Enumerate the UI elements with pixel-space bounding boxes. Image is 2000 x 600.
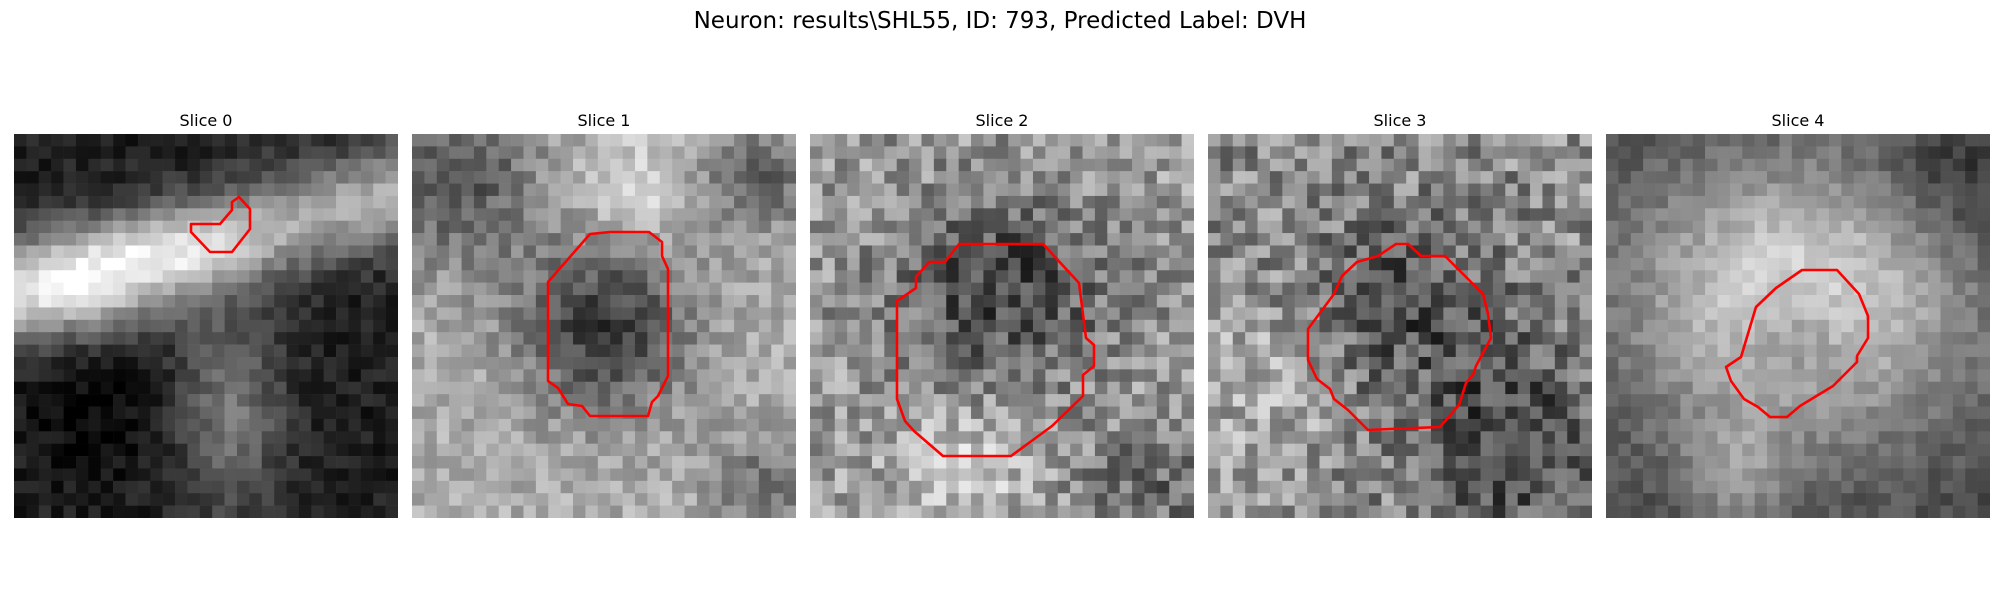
roi-outline xyxy=(546,230,670,418)
figure-title: Neuron: results\SHL55, ID: 793, Predicte… xyxy=(693,8,1307,34)
slice-image-2 xyxy=(810,134,1194,518)
slice-panel-1: Slice 1 xyxy=(412,108,796,518)
slice-title-4: Slice 4 xyxy=(1771,111,1825,130)
slice-image-4 xyxy=(1606,134,1990,518)
roi-outline xyxy=(895,242,1096,458)
slice-title-1: Slice 1 xyxy=(577,111,631,130)
slice-image-3 xyxy=(1208,134,1592,518)
slice-title-3: Slice 3 xyxy=(1373,111,1427,130)
slice-panel-0: Slice 0 xyxy=(14,108,398,518)
slice-panel-3: Slice 3 xyxy=(1208,108,1592,518)
roi-outline xyxy=(1306,242,1493,432)
slice-image-1 xyxy=(412,134,796,518)
slice-image-0 xyxy=(14,134,398,518)
roi-outline xyxy=(189,195,252,254)
slice-title-2: Slice 2 xyxy=(975,111,1029,130)
slice-title-0: Slice 0 xyxy=(179,111,233,130)
slice-panel-2: Slice 2 xyxy=(810,108,1194,518)
slice-panel-4: Slice 4 xyxy=(1606,108,1990,518)
roi-outline xyxy=(1724,268,1870,419)
